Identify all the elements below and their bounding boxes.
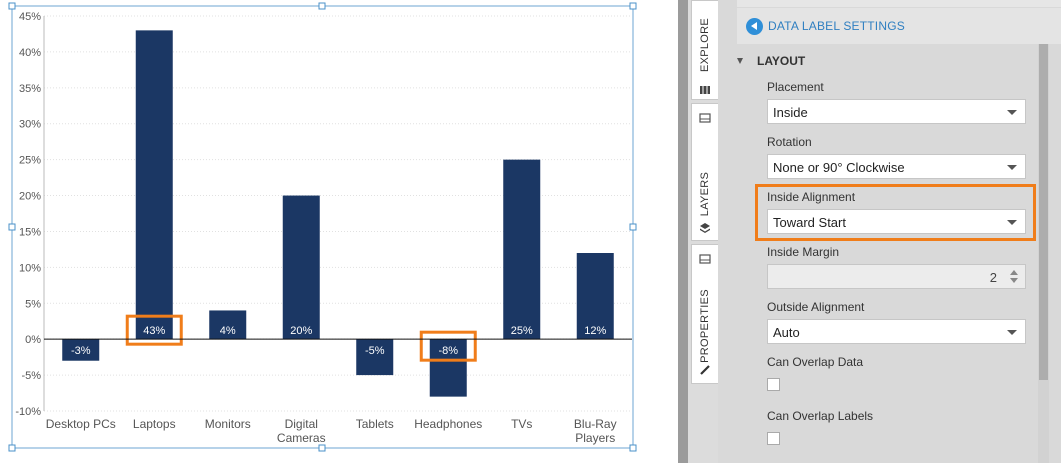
spin-down-icon[interactable]	[1010, 278, 1018, 283]
resize-handle[interactable]	[629, 444, 637, 452]
y-tick-label: -10%	[15, 406, 41, 418]
section-title-layout: LAYOUT	[757, 54, 806, 68]
data-label: -5%	[365, 345, 385, 357]
data-label: 12%	[584, 325, 606, 337]
y-tick-label: 15%	[19, 226, 41, 238]
x-tick-label: Digital	[285, 417, 318, 431]
y-tick-label: 25%	[19, 155, 41, 167]
bar[interactable]	[429, 339, 467, 397]
spin-up-icon[interactable]	[1010, 270, 1018, 275]
bar[interactable]	[503, 159, 541, 340]
y-tick-label: 35%	[19, 83, 41, 95]
rotation-value: None or 90° Clockwise	[773, 160, 905, 175]
x-tick-label: Blu-Ray	[574, 417, 617, 431]
chart-area[interactable]: 45% 40% 35% 30% 25% 20% 15% 10% 5% 0% -5% -10% -3% De…	[0, 0, 640, 463]
panel-scrollbar[interactable]	[1038, 44, 1049, 463]
resize-handle[interactable]	[629, 223, 637, 231]
data-label: 4%	[220, 325, 236, 337]
inside-alignment-highlight	[755, 184, 1036, 241]
data-label-settings-header[interactable]: DATA LABEL SETTINGS	[737, 8, 1061, 44]
chevron-down-icon	[1007, 110, 1017, 115]
resize-handle[interactable]	[8, 223, 16, 231]
placement-dropdown[interactable]: Inside	[767, 99, 1026, 124]
bar[interactable]	[62, 339, 100, 361]
collapse-arrow-icon[interactable]	[737, 58, 743, 64]
chevron-down-icon	[1007, 220, 1017, 225]
y-tick-label: 45%	[19, 11, 41, 23]
bar[interactable]	[135, 30, 173, 340]
pencil-icon	[700, 365, 710, 375]
resize-handle[interactable]	[318, 2, 326, 10]
y-tick-label: 0%	[25, 334, 41, 346]
inside-margin-input[interactable]: 2	[767, 264, 1026, 289]
layers-panel-icon	[699, 113, 711, 123]
x-tick-label: TVs	[511, 417, 532, 431]
y-tick-label: 20%	[19, 191, 41, 203]
placement-label: Placement	[767, 80, 824, 94]
data-label-highlight	[419, 330, 477, 362]
y-tick-label: 30%	[19, 119, 41, 131]
tab-properties-label: PROPERTIES	[699, 289, 711, 363]
rotation-label: Rotation	[767, 135, 812, 149]
x-tick-label: Headphones	[414, 417, 482, 431]
data-label-highlight	[125, 314, 183, 346]
placement-value: Inside	[773, 105, 808, 120]
y-tick-label: 40%	[19, 47, 41, 59]
can-overlap-data-checkbox[interactable]	[767, 378, 780, 391]
panel-top-strip	[737, 0, 1061, 7]
resize-handle[interactable]	[318, 444, 326, 452]
layers-icon	[700, 223, 710, 233]
x-tick-label: Laptops	[133, 417, 176, 431]
bar-chart[interactable]: 45% 40% 35% 30% 25% 20% 15% 10% 5% 0% -5% -10% -3% De…	[0, 0, 640, 463]
data-label: -3%	[71, 345, 91, 357]
x-tick-label: Cameras	[277, 431, 326, 445]
outside-alignment-value: Auto	[773, 325, 800, 340]
x-tick-label: Players	[575, 431, 615, 445]
data-label-settings-title: DATA LABEL SETTINGS	[768, 19, 905, 33]
canvas-margin	[640, 0, 678, 463]
properties-panel-icon	[699, 254, 711, 264]
tab-layers[interactable]: LAYERS	[691, 103, 718, 241]
chevron-down-icon	[1007, 330, 1017, 335]
bar[interactable]	[356, 339, 394, 376]
bar[interactable]	[576, 253, 614, 340]
y-tick-label: -5%	[21, 370, 41, 382]
bar[interactable]	[282, 195, 320, 340]
x-tick-label: Tablets	[356, 417, 394, 431]
outside-alignment-label: Outside Alignment	[767, 300, 865, 314]
outside-alignment-dropdown[interactable]: Auto	[767, 319, 1026, 344]
inside-alignment-value: Toward Start	[773, 215, 846, 230]
tab-explore-label: EXPLORE	[699, 17, 711, 73]
can-overlap-data-label: Can Overlap Data	[767, 355, 864, 369]
can-overlap-labels-label: Can Overlap Labels	[767, 409, 874, 423]
resize-handle[interactable]	[8, 2, 16, 10]
resize-handle[interactable]	[8, 444, 16, 452]
tab-explore[interactable]: EXPLORE	[691, 0, 718, 100]
data-label: 20%	[290, 325, 312, 337]
y-tick-label: 10%	[19, 262, 41, 274]
data-label: 25%	[511, 325, 533, 337]
data-label: 43%	[143, 325, 165, 337]
inside-alignment-dropdown[interactable]: Toward Start	[767, 209, 1026, 234]
data-label: -8%	[438, 345, 458, 357]
y-tick-label: 5%	[25, 298, 41, 310]
resize-handle[interactable]	[629, 2, 637, 10]
rotation-dropdown[interactable]: None or 90° Clockwise	[767, 154, 1026, 179]
chevron-down-icon	[1007, 165, 1017, 170]
side-tab-strip: EXPLORE LAYERS PROPERTIES	[688, 0, 718, 463]
bar[interactable]	[209, 310, 247, 340]
inside-margin-value: 2	[989, 270, 997, 285]
inside-margin-label: Inside Margin	[767, 245, 840, 259]
explore-icon	[700, 86, 710, 94]
inside-alignment-label: Inside Alignment	[767, 190, 856, 204]
tab-properties[interactable]: PROPERTIES	[691, 244, 718, 384]
x-tick-label: Desktop PCs	[46, 417, 116, 431]
back-arrow-icon[interactable]	[746, 18, 763, 35]
panel-splitter[interactable]	[678, 0, 688, 463]
scrollbar-thumb[interactable]	[1039, 44, 1048, 380]
x-tick-label: Monitors	[205, 417, 251, 431]
properties-panel: DATA LABEL SETTINGS LAYOUT Placement Ins…	[718, 0, 1061, 463]
tab-layers-label: LAYERS	[699, 171, 711, 217]
can-overlap-labels-checkbox[interactable]	[767, 432, 780, 445]
